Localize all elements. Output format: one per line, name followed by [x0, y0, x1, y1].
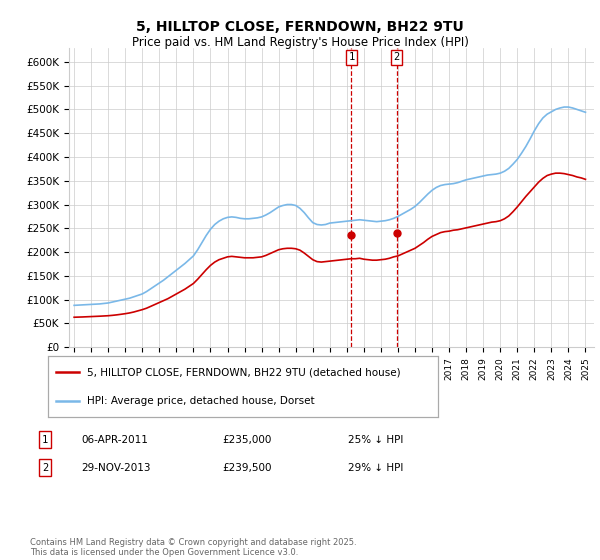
Text: 5, HILLTOP CLOSE, FERNDOWN, BH22 9TU (detached house): 5, HILLTOP CLOSE, FERNDOWN, BH22 9TU (de…	[87, 367, 401, 377]
Text: 5, HILLTOP CLOSE, FERNDOWN, BH22 9TU: 5, HILLTOP CLOSE, FERNDOWN, BH22 9TU	[136, 20, 464, 34]
Text: 2: 2	[42, 463, 48, 473]
Text: 06-APR-2011: 06-APR-2011	[81, 435, 148, 445]
Text: Price paid vs. HM Land Registry's House Price Index (HPI): Price paid vs. HM Land Registry's House …	[131, 36, 469, 49]
Text: Contains HM Land Registry data © Crown copyright and database right 2025.
This d: Contains HM Land Registry data © Crown c…	[30, 538, 356, 557]
Text: 1: 1	[42, 435, 48, 445]
Text: 2: 2	[394, 52, 400, 62]
Text: HPI: Average price, detached house, Dorset: HPI: Average price, detached house, Dors…	[87, 395, 314, 405]
Text: 1: 1	[349, 52, 355, 62]
Text: 29% ↓ HPI: 29% ↓ HPI	[348, 463, 403, 473]
Text: £239,500: £239,500	[222, 463, 271, 473]
Text: £235,000: £235,000	[222, 435, 271, 445]
Text: 29-NOV-2013: 29-NOV-2013	[81, 463, 151, 473]
Text: 25% ↓ HPI: 25% ↓ HPI	[348, 435, 403, 445]
